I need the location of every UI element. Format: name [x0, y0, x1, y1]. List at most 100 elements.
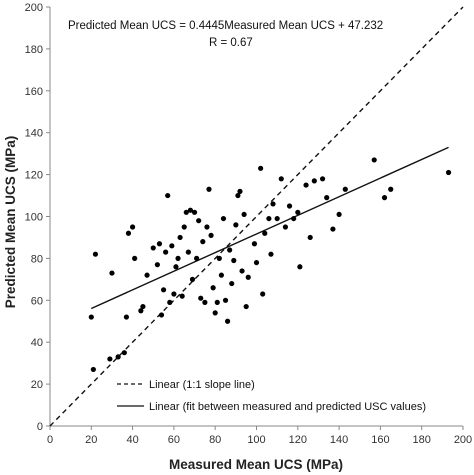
data-point: [208, 232, 214, 238]
data-point: [202, 299, 208, 305]
data-point: [227, 247, 233, 253]
data-point: [239, 268, 245, 274]
regression-equation: Predicted Mean UCS = 0.4445Measured Mean…: [68, 20, 383, 32]
data-point: [445, 169, 452, 176]
data-point: [167, 299, 173, 305]
data-point: [262, 230, 268, 236]
data-point: [173, 264, 179, 270]
data-point: [295, 209, 301, 215]
x-tick-label: 60: [168, 434, 180, 446]
data-point: [220, 215, 227, 222]
data-point: [130, 224, 136, 230]
data-point: [324, 195, 330, 201]
data-point: [125, 230, 132, 236]
x-tick-label: 100: [247, 434, 265, 446]
data-point: [222, 297, 229, 303]
y-axis-title: Predicted Mean UCS (MPa): [3, 136, 18, 309]
x-tick-label: 140: [330, 434, 348, 446]
data-point: [107, 356, 113, 362]
data-point: [291, 215, 297, 222]
data-point: [163, 249, 169, 255]
data-point: [251, 241, 258, 247]
data-point: [204, 224, 210, 230]
fit-line: [91, 146, 449, 310]
data-point: [258, 165, 264, 171]
data-point: [388, 186, 394, 192]
data-point: [196, 218, 202, 224]
x-tick-label: 180: [413, 434, 431, 446]
data-point: [132, 255, 138, 261]
x-tick-label: 0: [47, 434, 53, 446]
y-tick-label: 20: [31, 379, 43, 391]
x-tick-label: 40: [126, 434, 138, 446]
data-point: [200, 239, 206, 245]
data-point: [319, 176, 326, 182]
data-point: [371, 157, 377, 163]
y-tick-label: 60: [31, 295, 43, 307]
x-axis-ticks: 0 20 40 60 80 100 120 140 160 180 200: [47, 426, 472, 446]
data-point: [92, 251, 99, 257]
data-point: [233, 222, 239, 228]
correlation-label: R = 0.67: [209, 37, 253, 49]
legend-label-1to1: Linear (1:1 slope line): [149, 379, 255, 391]
data-point: [307, 234, 313, 241]
data-point: [243, 303, 249, 310]
data-point: [175, 255, 181, 261]
data-point: [90, 366, 96, 373]
data-point: [330, 226, 336, 232]
data-point: [144, 272, 150, 278]
data-point: [181, 224, 187, 230]
y-tick-label: 140: [25, 128, 43, 140]
data-point: [189, 276, 196, 282]
x-tick-label: 200: [454, 434, 472, 446]
data-point: [121, 350, 127, 356]
data-point: [156, 241, 163, 247]
data-point: [140, 303, 146, 310]
y-axis-ticks: 0 20 40 60 80 100 120 140 160 180 200: [25, 2, 50, 433]
data-point: [216, 255, 222, 261]
data-point: [381, 195, 388, 201]
data-point: [214, 299, 220, 305]
x-tick-label: 80: [209, 434, 221, 446]
y-tick-label: 0: [37, 421, 43, 433]
data-point: [171, 291, 177, 297]
data-point: [183, 209, 189, 215]
data-point: [241, 211, 247, 218]
data-point: [206, 186, 212, 192]
data-point: [187, 207, 194, 213]
x-axis-title: Measured Mean UCS (MPa): [169, 457, 343, 472]
data-point: [218, 272, 224, 278]
data-point: [191, 209, 198, 215]
data-point: [235, 192, 241, 199]
data-point: [237, 188, 243, 194]
data-point: [115, 354, 121, 360]
data-point: [229, 280, 235, 287]
data-point: [266, 215, 272, 222]
data-point: [123, 314, 130, 320]
data-point: [210, 285, 216, 291]
one-to-one-line: [49, 6, 464, 427]
y-tick-label: 200: [25, 2, 43, 14]
data-point: [245, 274, 251, 280]
legend-label-fit: Linear (fit between measured and predict…: [149, 401, 426, 413]
y-tick-label: 180: [25, 44, 43, 56]
data-point: [185, 249, 191, 255]
x-tick-label: 120: [289, 434, 307, 446]
data-point: [158, 312, 165, 318]
y-tick-label: 40: [31, 337, 43, 349]
legend: Linear (1:1 slope line) Linear (fit betw…: [117, 379, 426, 413]
data-point: [138, 308, 144, 314]
data-point: [154, 262, 160, 268]
data-point: [179, 293, 185, 299]
data-point: [165, 192, 171, 199]
y-tick-label: 80: [31, 253, 43, 265]
data-point: [270, 201, 276, 207]
data-point: [194, 255, 200, 261]
data-point: [212, 310, 218, 316]
data-point: [169, 243, 175, 249]
data-point: [278, 176, 284, 182]
data-points: [88, 157, 452, 373]
data-point: [303, 182, 309, 188]
data-point: [286, 203, 293, 209]
